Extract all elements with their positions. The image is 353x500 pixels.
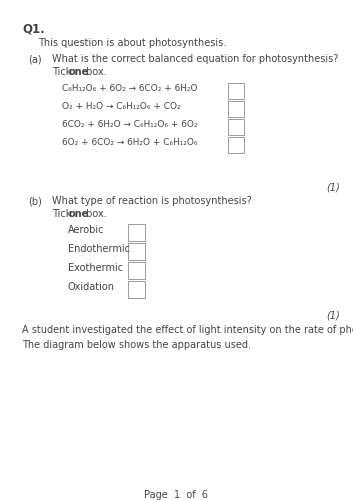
Bar (128, 243, 145, 260)
Bar (228, 137, 244, 153)
Text: A student investigated the effect of light intensity on the rate of photosynthes: A student investigated the effect of lig… (22, 325, 353, 335)
Bar (228, 119, 244, 135)
Bar (228, 83, 244, 99)
Text: box.: box. (83, 67, 107, 77)
Text: 6CO₂ + 6H₂O → C₆H₁₂O₆ + 6O₂: 6CO₂ + 6H₂O → C₆H₁₂O₆ + 6O₂ (62, 120, 197, 129)
Bar (128, 224, 145, 241)
Text: 6O₂ + 6CO₂ → 6H₂O + C₆H₁₂O₆: 6O₂ + 6CO₂ → 6H₂O + C₆H₁₂O₆ (62, 138, 197, 147)
Text: (1): (1) (326, 310, 340, 320)
Bar (128, 262, 145, 279)
Text: Page  1  of  6: Page 1 of 6 (144, 490, 209, 500)
Text: C₆H₁₂O₆ + 6O₂ → 6CO₂ + 6H₂O: C₆H₁₂O₆ + 6O₂ → 6CO₂ + 6H₂O (62, 84, 197, 93)
Text: Aerobic: Aerobic (68, 225, 104, 235)
Bar (128, 281, 145, 298)
Text: one: one (69, 67, 89, 77)
Text: What is the correct balanced equation for photosynthesis?: What is the correct balanced equation fo… (52, 54, 339, 64)
Text: O₂ + H₂O → C₆H₁₂O₆ + CO₂: O₂ + H₂O → C₆H₁₂O₆ + CO₂ (62, 102, 181, 111)
Text: box.: box. (83, 209, 107, 219)
Text: Endothermic: Endothermic (68, 244, 130, 254)
Text: Tick: Tick (52, 67, 74, 77)
Text: The diagram below shows the apparatus used.: The diagram below shows the apparatus us… (22, 340, 251, 350)
Text: Oxidation: Oxidation (68, 282, 115, 292)
Text: (1): (1) (326, 183, 340, 193)
Text: Q1.: Q1. (22, 22, 45, 35)
Text: What type of reaction is photosynthesis?: What type of reaction is photosynthesis? (52, 196, 252, 206)
Text: (a): (a) (28, 54, 42, 64)
Text: (b): (b) (28, 196, 42, 206)
Text: Exothermic: Exothermic (68, 263, 123, 273)
Bar (228, 101, 244, 117)
Text: one: one (69, 209, 89, 219)
Text: Tick: Tick (52, 209, 74, 219)
Text: This question is about photosynthesis.: This question is about photosynthesis. (38, 38, 226, 48)
